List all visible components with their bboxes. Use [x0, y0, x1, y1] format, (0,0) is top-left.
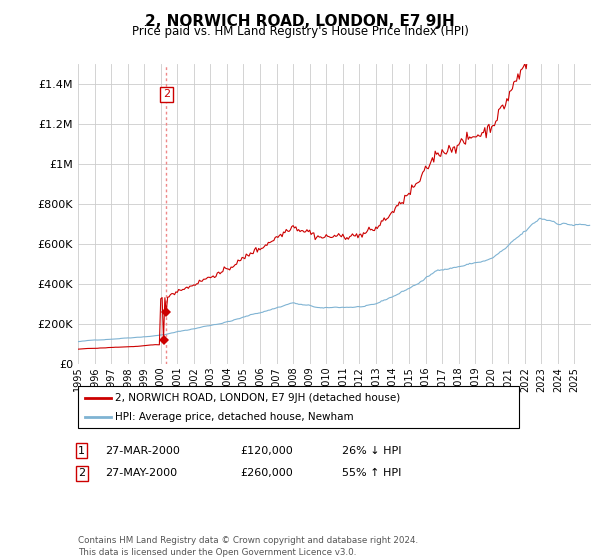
Text: 27-MAR-2000: 27-MAR-2000: [105, 446, 180, 456]
Text: 55% ↑ HPI: 55% ↑ HPI: [342, 468, 401, 478]
Text: 2: 2: [78, 468, 85, 478]
Text: HPI: Average price, detached house, Newham: HPI: Average price, detached house, Newh…: [115, 412, 354, 422]
Text: 27-MAY-2000: 27-MAY-2000: [105, 468, 177, 478]
Text: 2, NORWICH ROAD, LONDON, E7 9JH: 2, NORWICH ROAD, LONDON, E7 9JH: [145, 14, 455, 29]
Text: 2, NORWICH ROAD, LONDON, E7 9JH (detached house): 2, NORWICH ROAD, LONDON, E7 9JH (detache…: [115, 393, 400, 403]
Text: £120,000: £120,000: [240, 446, 293, 456]
Text: 26% ↓ HPI: 26% ↓ HPI: [342, 446, 401, 456]
Text: £260,000: £260,000: [240, 468, 293, 478]
Text: Contains HM Land Registry data © Crown copyright and database right 2024.
This d: Contains HM Land Registry data © Crown c…: [78, 536, 418, 557]
Text: 2: 2: [163, 90, 170, 99]
Text: Price paid vs. HM Land Registry's House Price Index (HPI): Price paid vs. HM Land Registry's House …: [131, 25, 469, 38]
Text: 1: 1: [78, 446, 85, 456]
